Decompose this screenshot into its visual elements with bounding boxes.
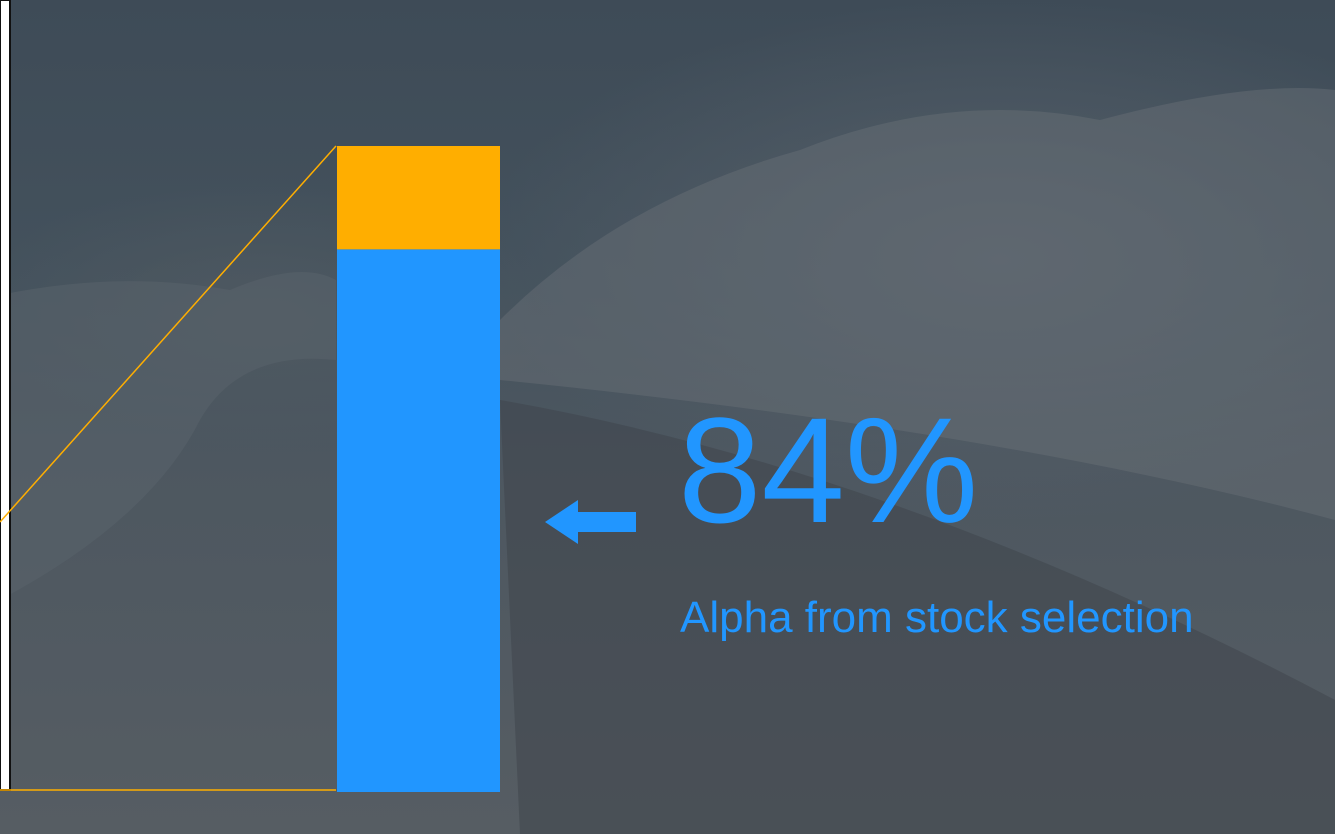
value-label: 84%	[678, 386, 978, 554]
road	[500, 400, 1335, 834]
mountain	[500, 88, 1335, 520]
side-panel	[0, 0, 11, 791]
bar-segment	[337, 146, 500, 250]
arrow	[545, 500, 636, 544]
bar-segment	[337, 249, 500, 793]
terrain	[0, 272, 336, 600]
zoom-line	[0, 145, 337, 523]
annotation: Alpha from stock selection	[680, 593, 1194, 642]
